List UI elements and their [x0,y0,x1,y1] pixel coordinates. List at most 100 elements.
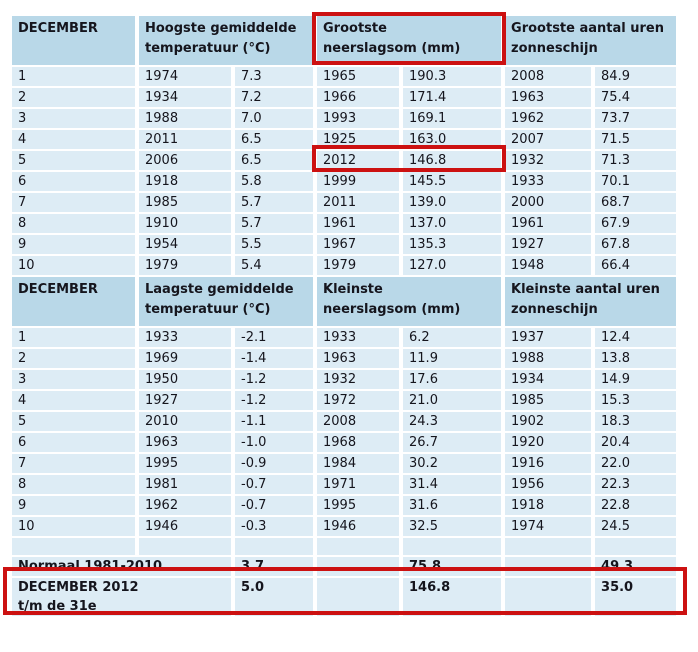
normaal-label: Normaal 1981-2010 [12,557,231,576]
header-smallest-sunshine-hours: Kleinste aantal uren zonneschijn [505,277,677,326]
temp-value-cell: 5.4 [235,256,314,275]
rank-cell: 6 [12,172,135,191]
header-line: Hoogste gemiddelde [145,21,297,36]
rain-value-cell: 31.6 [403,496,502,515]
normaal-sun-value: 49.3 [595,557,677,576]
rank-cell: 7 [12,193,135,212]
header-line: Laagste gemiddelde [145,282,294,297]
december-2012-rain-value: 146.8 [403,578,502,616]
sun-year-cell: 1963 [505,88,592,107]
temp-value-cell: 7.0 [235,109,314,128]
rain-year-cell: 1966 [317,88,400,107]
sun-year-cell: 1974 [505,517,592,536]
sun-value-cell: 22.8 [595,496,677,515]
rain-value-cell: 127.0 [403,256,502,275]
temp-value-cell: -0.3 [235,517,314,536]
table-row: 3 1988 7.0 1993 169.1 1962 73.7 [12,109,677,128]
december-2012-temp-value: 5.0 [235,578,314,616]
temp-value-cell: -0.7 [235,475,314,494]
temp-value-cell: 6.5 [235,151,314,170]
header-largest-precipitation: Grootste neerslagsom (mm) [317,16,502,65]
header-line: temperatuur (°C) [145,302,271,317]
rain-value-cell: 169.1 [403,109,502,128]
rain-year-cell: 2008 [317,412,400,431]
rain-value-cell: 190.3 [403,67,502,86]
rain-value-cell: 26.7 [403,433,502,452]
rain-value-cell: 139.0 [403,193,502,212]
rain-year-cell: 1946 [317,517,400,536]
empty-cell [139,538,231,555]
header-smallest-precipitation: Kleinste neerslagsom (mm) [317,277,502,326]
december-2012-label: DECEMBER 2012 t/m de 31e [12,578,231,616]
sun-year-cell: 2007 [505,130,592,149]
temp-year-cell: 1963 [139,433,231,452]
temp-year-cell: 2006 [139,151,231,170]
temp-year-cell: 1946 [139,517,231,536]
empty-cell [505,538,592,555]
sun-value-cell: 18.3 [595,412,677,431]
rain-year-cell: 1979 [317,256,400,275]
table-row: 6 1963 -1.0 1968 26.7 1920 20.4 [12,433,677,452]
header-line: Grootste [323,21,387,36]
rank-cell: 5 [12,151,135,170]
sun-year-cell: 1933 [505,172,592,191]
rain-year-cell: 1967 [317,235,400,254]
header-lowest-avg-temperature: Laagste gemiddelde temperatuur (°C) [139,277,314,326]
sun-value-cell: 22.0 [595,454,677,473]
rain-value-cell: 137.0 [403,214,502,233]
empty-cell [595,538,677,555]
rain-value-cell: 6.2 [403,328,502,347]
header-line: neerslagsom (mm) [323,302,461,317]
sun-value-cell: 73.7 [595,109,677,128]
table-row: 3 1950 -1.2 1932 17.6 1934 14.9 [12,370,677,389]
rain-value-cell: 24.3 [403,412,502,431]
table-row: 1 1974 7.3 1965 190.3 2008 84.9 [12,67,677,86]
rain-value-cell: 32.5 [403,517,502,536]
temp-year-cell: 1950 [139,370,231,389]
header-line: Grootste aantal uren [511,21,664,36]
sun-value-cell: 67.9 [595,214,677,233]
empty-cell [317,557,400,576]
temp-value-cell: 5.7 [235,193,314,212]
sun-value-cell: 84.9 [595,67,677,86]
table-row: 8 1981 -0.7 1971 31.4 1956 22.3 [12,475,677,494]
table-row: 4 1927 -1.2 1972 21.0 1985 15.3 [12,391,677,410]
rain-year-cell: 1961 [317,214,400,233]
header-december: DECEMBER [12,16,135,65]
rank-cell: 2 [12,88,135,107]
header-line: DECEMBER [18,282,98,297]
temp-year-cell: 1988 [139,109,231,128]
header-line: Kleinste aantal uren [511,282,660,297]
sun-value-cell: 71.5 [595,130,677,149]
rain-year-cell: 1995 [317,496,400,515]
temp-value-cell: -1.1 [235,412,314,431]
sun-year-cell: 1920 [505,433,592,452]
rank-cell: 9 [12,235,135,254]
temp-year-cell: 1910 [139,214,231,233]
sun-year-cell: 1934 [505,370,592,389]
rain-value-cell: 163.0 [403,130,502,149]
sun-year-cell: 1932 [505,151,592,170]
header-highest-avg-temperature: Hoogste gemiddelde temperatuur (°C) [139,16,314,65]
rank-cell: 8 [12,475,135,494]
temp-year-cell: 1962 [139,496,231,515]
empty-cell [317,578,400,616]
rank-cell: 10 [12,256,135,275]
rain-year-cell: 1925 [317,130,400,149]
sun-year-cell: 1962 [505,109,592,128]
sun-year-cell: 2000 [505,193,592,212]
table-row: 5 2006 6.5 2012 146.8 1932 71.3 [12,151,677,170]
rain-value-cell: 171.4 [403,88,502,107]
normaal-temp-value: 3.7 [235,557,314,576]
table-row: 1 1933 -2.1 1933 6.2 1937 12.4 [12,328,677,347]
header-line: zonneschijn [511,302,598,317]
temp-year-cell: 1981 [139,475,231,494]
december-climate-records-table: DECEMBER Hoogste gemiddelde temperatuur … [8,14,680,618]
table-row: 7 1985 5.7 2011 139.0 2000 68.7 [12,193,677,212]
rank-cell: 10 [12,517,135,536]
sun-value-cell: 67.8 [595,235,677,254]
rank-cell: 8 [12,214,135,233]
rain-year-cell: 1965 [317,67,400,86]
rank-cell: 4 [12,391,135,410]
rank-cell: 1 [12,328,135,347]
